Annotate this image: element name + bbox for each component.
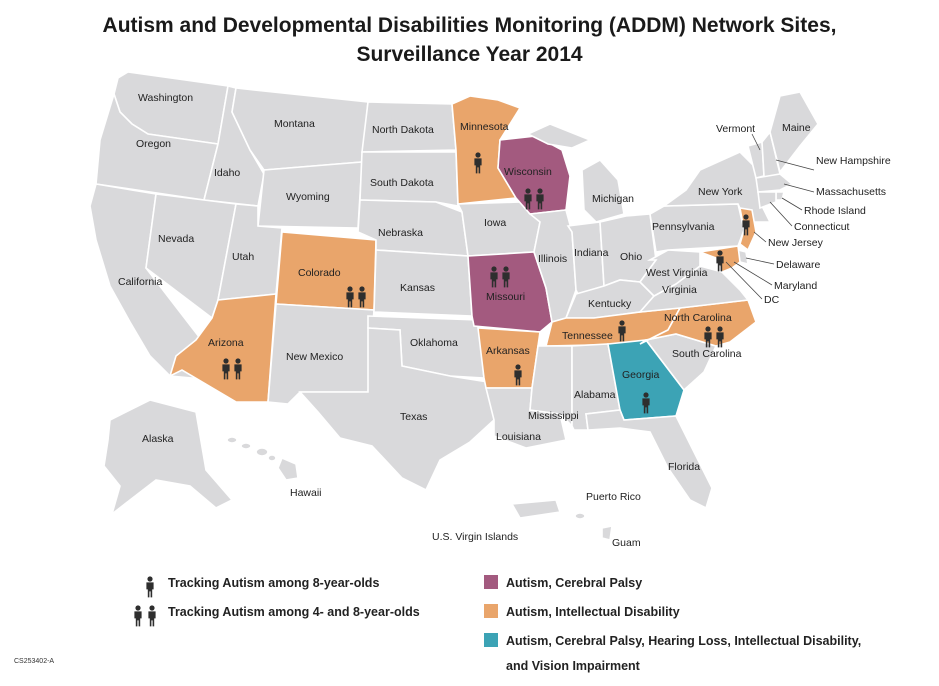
label-wisconsin: Wisconsin [504, 166, 552, 178]
label-maine: Maine [782, 122, 811, 134]
label-west-virginia: West Virginia [646, 267, 708, 279]
state-maine [769, 91, 819, 174]
label-puerto-rico: Puerto Rico [586, 491, 641, 503]
label-ohio: Ohio [620, 251, 642, 263]
label-dc: DC [764, 294, 780, 306]
label-south-dakota: South Dakota [370, 177, 434, 189]
label-hawaii: Hawaii [290, 487, 322, 499]
label-rhode-island: Rhode Island [804, 205, 866, 217]
label-kentucky: Kentucky [588, 298, 632, 310]
label-utah: Utah [232, 251, 254, 263]
label-mississippi: Mississippi [528, 410, 579, 422]
label-south-carolina: South Carolina [672, 348, 742, 360]
legend-swatch-id [484, 604, 498, 618]
label-michigan: Michigan [592, 193, 634, 205]
label-new-mexico: New Mexico [286, 351, 343, 363]
state-texas [298, 327, 495, 492]
page-title-line2: Surveillance Year 2014 [356, 43, 583, 66]
state-north-carolina [639, 299, 757, 347]
label-arizona: Arizona [208, 337, 244, 349]
legend-person-icon-pair-1 [134, 605, 142, 627]
state-michigan [526, 123, 625, 223]
legend-tracking-4-8: Tracking Autism among 4- and 8-year-olds [168, 605, 420, 619]
label-colorado: Colorado [298, 267, 341, 279]
label-delaware: Delaware [776, 259, 821, 271]
label-washington: Washington [138, 92, 193, 104]
label-florida: Florida [668, 461, 700, 473]
state-alaska [103, 399, 234, 517]
label-pennsylvania: Pennsylvania [652, 221, 715, 233]
state-west-virginia [638, 249, 701, 297]
label-georgia: Georgia [622, 369, 660, 381]
state-connecticut [757, 191, 777, 210]
legend-icons [134, 576, 156, 627]
label-texas: Texas [400, 411, 427, 423]
legend-autism-id: Autism, Intellectual Disability [506, 605, 680, 619]
label-massachusetts: Massachusetts [816, 186, 886, 198]
label-wyoming: Wyoming [286, 191, 330, 203]
label-arkansas: Arkansas [486, 345, 530, 357]
label-north-carolina: North Carolina [664, 312, 732, 324]
label-virginia: Virginia [662, 284, 697, 296]
label-vermont: Vermont [716, 123, 755, 135]
label-virgin-islands: U.S. Virgin Islands [432, 531, 518, 543]
state-hawaii [226, 436, 299, 481]
legend-swatch-cp [484, 575, 498, 589]
label-nevada: Nevada [158, 233, 194, 245]
legend-autism-all-line2: and Vision Impairment [506, 659, 640, 673]
label-oklahoma: Oklahoma [410, 337, 458, 349]
label-california: California [118, 276, 163, 288]
label-alaska: Alaska [142, 433, 174, 445]
state-arkansas [477, 327, 541, 389]
territory-guam [601, 524, 613, 541]
legend-autism-cp: Autism, Cerebral Palsy [506, 576, 643, 590]
legend-swatch-all [484, 633, 498, 647]
label-tennessee: Tennessee [562, 330, 613, 342]
legend-person-icon-single [146, 576, 154, 598]
legend-person-icon-pair-2 [148, 605, 156, 627]
label-maryland: Maryland [774, 280, 817, 292]
leader-lines [725, 133, 815, 300]
label-minnesota: Minnesota [460, 121, 509, 133]
label-louisiana: Louisiana [496, 431, 541, 443]
label-new-hampshire: New Hampshire [816, 155, 891, 167]
label-illinois: Illinois [538, 253, 567, 265]
legend-tracking-8: Tracking Autism among 8-year-olds [168, 576, 380, 590]
state-south-dakota [359, 151, 459, 207]
label-guam: Guam [612, 537, 641, 549]
label-north-dakota: North Dakota [372, 124, 434, 136]
label-new-york: New York [698, 186, 743, 198]
state-massachusetts [755, 173, 794, 193]
label-missouri: Missouri [486, 291, 525, 303]
label-montana: Montana [274, 118, 315, 130]
legend-autism-all-line1: Autism, Cerebral Palsy, Hearing Loss, In… [506, 634, 862, 648]
territory-puerto-rico [510, 499, 562, 519]
label-indiana: Indiana [574, 247, 609, 259]
label-nebraska: Nebraska [378, 227, 423, 239]
label-kansas: Kansas [400, 282, 435, 294]
page-title-line1: Autism and Developmental Disabilities Mo… [102, 14, 837, 37]
label-alabama: Alabama [574, 389, 616, 401]
figure-code: CS253402-A [14, 658, 55, 665]
label-iowa: Iowa [484, 217, 506, 229]
state-florida [585, 409, 713, 510]
label-oregon: Oregon [136, 138, 171, 150]
label-connecticut: Connecticut [794, 221, 850, 233]
label-new-jersey: New Jersey [768, 237, 824, 249]
label-idaho: Idaho [214, 167, 240, 179]
territory-virgin-islands-shape [574, 512, 586, 520]
